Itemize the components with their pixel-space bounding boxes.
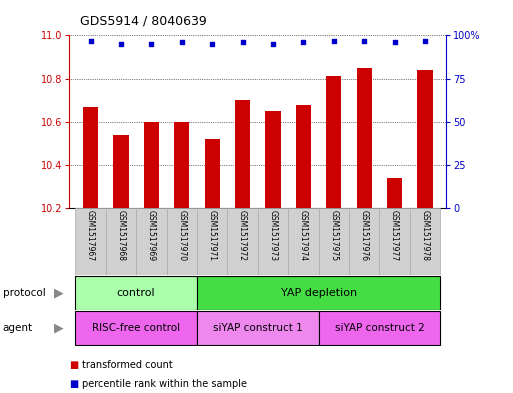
Text: YAP depletion: YAP depletion [281,288,357,298]
Text: ■: ■ [69,360,78,370]
Text: siYAP construct 1: siYAP construct 1 [213,323,303,333]
Point [299,39,307,46]
Bar [227,208,258,275]
Point [117,41,125,47]
Bar [410,208,440,275]
Text: GSM1517969: GSM1517969 [147,210,156,261]
Bar [380,208,410,275]
Point [86,37,94,44]
Bar [387,178,402,208]
Bar [357,68,372,208]
Text: GSM1517967: GSM1517967 [86,210,95,261]
Bar [265,111,281,208]
Bar [319,208,349,275]
Text: GSM1517974: GSM1517974 [299,210,308,261]
Text: GSM1517978: GSM1517978 [421,210,429,261]
Bar [418,70,432,208]
Point [360,37,368,44]
Text: transformed count: transformed count [82,360,173,370]
Bar [167,208,197,275]
Bar [258,208,288,275]
Bar [205,139,220,208]
Text: GSM1517972: GSM1517972 [238,210,247,261]
Point [147,41,155,47]
Bar [136,208,167,275]
Bar [75,276,197,310]
Bar [326,76,342,208]
Bar [235,100,250,208]
Bar [197,276,440,310]
Text: GDS5914 / 8040639: GDS5914 / 8040639 [80,15,206,28]
Text: agent: agent [3,323,33,333]
Bar [106,208,136,275]
Bar [144,122,159,208]
Bar [75,311,197,345]
Text: ▶: ▶ [54,321,64,335]
Text: GSM1517973: GSM1517973 [268,210,278,261]
Text: GSM1517975: GSM1517975 [329,210,338,261]
Text: ■: ■ [69,379,78,389]
Point [177,39,186,46]
Text: siYAP construct 2: siYAP construct 2 [334,323,424,333]
Bar [288,208,319,275]
Text: GSM1517968: GSM1517968 [116,210,126,261]
Bar [296,105,311,208]
Bar [113,135,129,208]
Text: GSM1517976: GSM1517976 [360,210,369,261]
Bar [83,107,98,208]
Text: RISC-free control: RISC-free control [92,323,180,333]
Bar [319,311,440,345]
Point [390,39,399,46]
Bar [197,311,319,345]
Point [269,41,277,47]
Point [239,39,247,46]
Text: GSM1517977: GSM1517977 [390,210,399,261]
Text: GSM1517971: GSM1517971 [208,210,216,261]
Bar [349,208,380,275]
Point [330,37,338,44]
Point [421,37,429,44]
Bar [174,122,189,208]
Text: protocol: protocol [3,288,45,298]
Point [208,41,216,47]
Bar [75,208,106,275]
Bar [197,208,227,275]
Text: GSM1517970: GSM1517970 [177,210,186,261]
Text: percentile rank within the sample: percentile rank within the sample [82,379,247,389]
Text: control: control [117,288,155,298]
Text: ▶: ▶ [54,286,64,299]
